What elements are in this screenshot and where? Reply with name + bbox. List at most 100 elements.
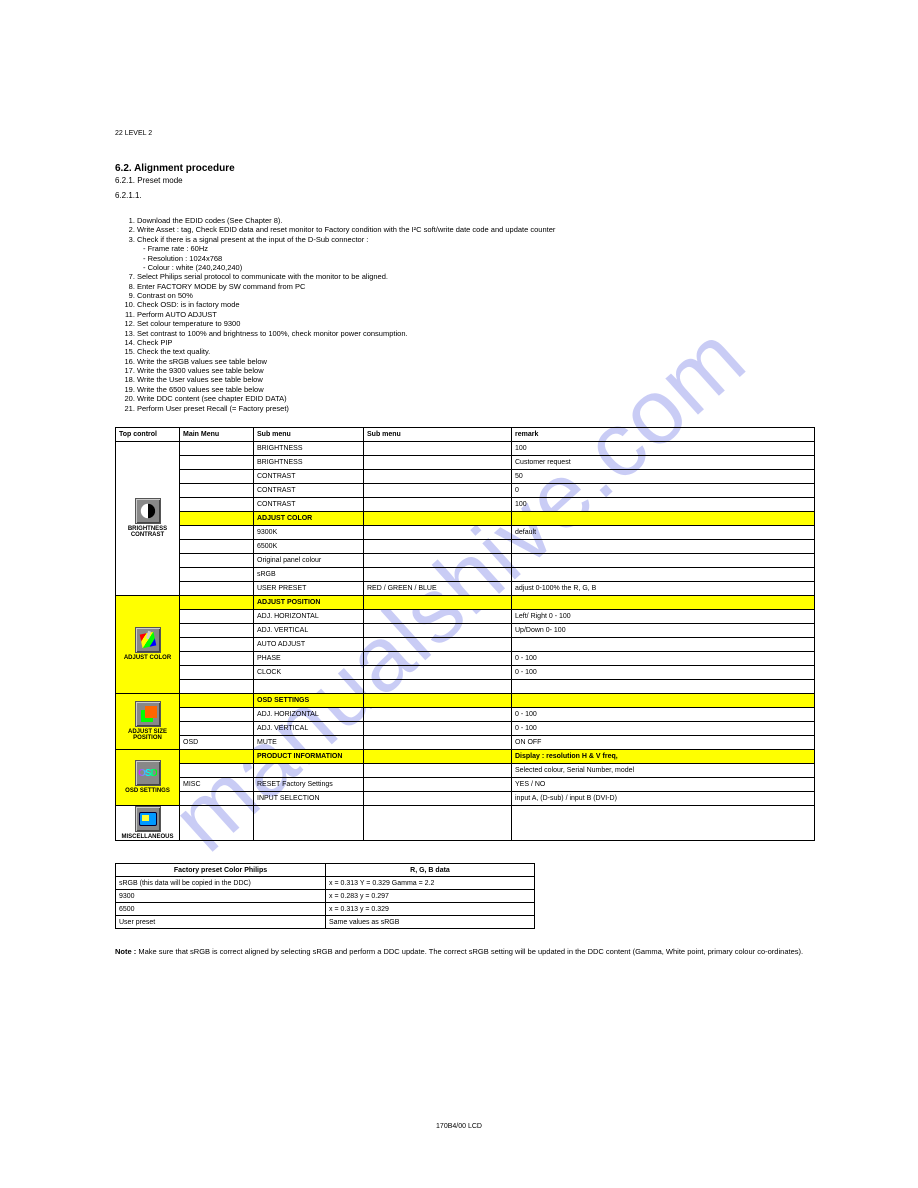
step-item: - Colour : white (240,240,240) <box>143 263 815 272</box>
step-item: Write DDC content (see chapter EDID DATA… <box>137 394 815 403</box>
step-item: Enter FACTORY MODE by SW command from PC <box>137 282 815 291</box>
menu-icon-image: ADJUST SIZE POSITION <box>116 693 180 749</box>
cell <box>512 553 815 567</box>
cell: 0 - 100 <box>512 651 815 665</box>
cell <box>180 441 254 455</box>
step-item: Perform User preset Recall (= Factory pr… <box>137 404 815 413</box>
cell: sRGB <box>254 567 364 581</box>
cell <box>512 539 815 553</box>
cell <box>180 483 254 497</box>
step-item: Check the text quality. <box>137 347 815 356</box>
step-item: Check PIP <box>137 338 815 347</box>
cell: input A, (D-sub) / input B (DVI-D) <box>512 791 815 805</box>
col-remark: remark <box>512 427 815 441</box>
cell <box>180 791 254 805</box>
cell <box>512 679 815 693</box>
step-item: - Frame rate : 60Hz <box>143 244 815 253</box>
step-item: Download the EDID codes (See Chapter 8). <box>137 216 815 225</box>
table-row: ADJ. HORIZONTALLeft/ Right 0 - 100 <box>116 609 815 623</box>
factory-table: Factory preset Color Philips R, G, B dat… <box>115 863 535 929</box>
cell <box>364 483 512 497</box>
cell <box>364 721 512 735</box>
table-row: CONTRAST100 <box>116 497 815 511</box>
table-row <box>116 679 815 693</box>
cell <box>364 497 512 511</box>
cell <box>364 623 512 637</box>
cell: 50 <box>512 469 815 483</box>
col-sub-menu-1: Sub menu <box>254 427 364 441</box>
cell: CLOCK <box>254 665 364 679</box>
cell: 100 <box>512 441 815 455</box>
step-item: Perform AUTO ADJUST <box>137 310 815 319</box>
menu-icon-color: ADJUST COLOR <box>116 595 180 693</box>
col-top-control: Top control <box>116 427 180 441</box>
cell <box>364 525 512 539</box>
table-row: Selected colour, Serial Number, model <box>116 763 815 777</box>
cell <box>364 511 512 525</box>
table-row: ADJUST COLORADJUST POSITION <box>116 595 815 609</box>
cell <box>180 707 254 721</box>
cell <box>180 469 254 483</box>
table-row: OSDOSD SETTINGSPRODUCT INFORMATIONDispla… <box>116 749 815 763</box>
cell: AUTO ADJUST <box>254 637 364 651</box>
cell: PRODUCT INFORMATION <box>254 749 364 763</box>
cell: 9300 <box>116 890 326 903</box>
table-row: BRIGHTNESS CONTRASTBRIGHTNESS100 <box>116 441 815 455</box>
cell <box>364 707 512 721</box>
note-body: Make sure that sRGB is correct aligned b… <box>138 947 803 956</box>
table-header-row: Top control Main Menu Sub menu Sub menu … <box>116 427 815 441</box>
page-header: 22 LEVEL 2 <box>115 130 815 137</box>
table-row: MISCELLANEOUS <box>116 805 815 840</box>
cell <box>364 441 512 455</box>
cell <box>180 749 254 763</box>
menu-icon-misc: MISCELLANEOUS <box>116 805 180 840</box>
step-item: Contrast on 50% <box>137 291 815 300</box>
cell: x = 0.283 y = 0.297 <box>326 890 535 903</box>
cell: ADJ. HORIZONTAL <box>254 707 364 721</box>
cell <box>180 553 254 567</box>
menu-icon-osd: OSDOSD SETTINGS <box>116 749 180 805</box>
cell: 6500K <box>254 539 364 553</box>
cell <box>364 553 512 567</box>
table-row: USER PRESETRED / GREEN / BLUEadjust 0-10… <box>116 581 815 595</box>
step-item: Check if there is a signal present at th… <box>137 235 815 244</box>
page-footer: 170B4/00 LCD <box>0 1123 918 1130</box>
cell: INPUT SELECTION <box>254 791 364 805</box>
cell <box>180 581 254 595</box>
cell: 0 - 100 <box>512 707 815 721</box>
table-row: Original panel colour <box>116 553 815 567</box>
cell: sRGB (this data will be copied in the DD… <box>116 877 326 890</box>
table-header-row: Factory preset Color Philips R, G, B dat… <box>116 864 535 877</box>
cell: ADJ. HORIZONTAL <box>254 609 364 623</box>
table-row: User presetSame values as sRGB <box>116 916 535 929</box>
step-item: Write the 6500 values see table below <box>137 385 815 394</box>
cell: 100 <box>512 497 815 511</box>
cell <box>364 735 512 749</box>
cell: 6500 <box>116 903 326 916</box>
cell <box>180 595 254 609</box>
cell: ADJ. VERTICAL <box>254 623 364 637</box>
cell: BRIGHTNESS <box>254 441 364 455</box>
note-block: Note : Make sure that sRGB is correct al… <box>115 947 815 957</box>
table-row: 9300Kdefault <box>116 525 815 539</box>
cell <box>364 609 512 623</box>
table-row: 6500K <box>116 539 815 553</box>
cell <box>180 679 254 693</box>
cell <box>180 497 254 511</box>
cell <box>512 637 815 651</box>
col-main-menu: Main Menu <box>180 427 254 441</box>
cell <box>254 763 364 777</box>
cell <box>364 567 512 581</box>
cell: 0 <box>512 483 815 497</box>
osd-table: Top control Main Menu Sub menu Sub menu … <box>115 427 815 841</box>
table-row: INPUT SELECTION input A, (D-sub) / input … <box>116 791 815 805</box>
step-item: Set contrast to 100% and brightness to 1… <box>137 329 815 338</box>
cell: default <box>512 525 815 539</box>
cell <box>512 805 815 840</box>
cell <box>180 651 254 665</box>
cell <box>180 637 254 651</box>
cell <box>180 525 254 539</box>
cell: YES / NO <box>512 777 815 791</box>
step-item: - Resolution : 1024x768 <box>143 254 815 263</box>
table-row: PHASE0 - 100 <box>116 651 815 665</box>
